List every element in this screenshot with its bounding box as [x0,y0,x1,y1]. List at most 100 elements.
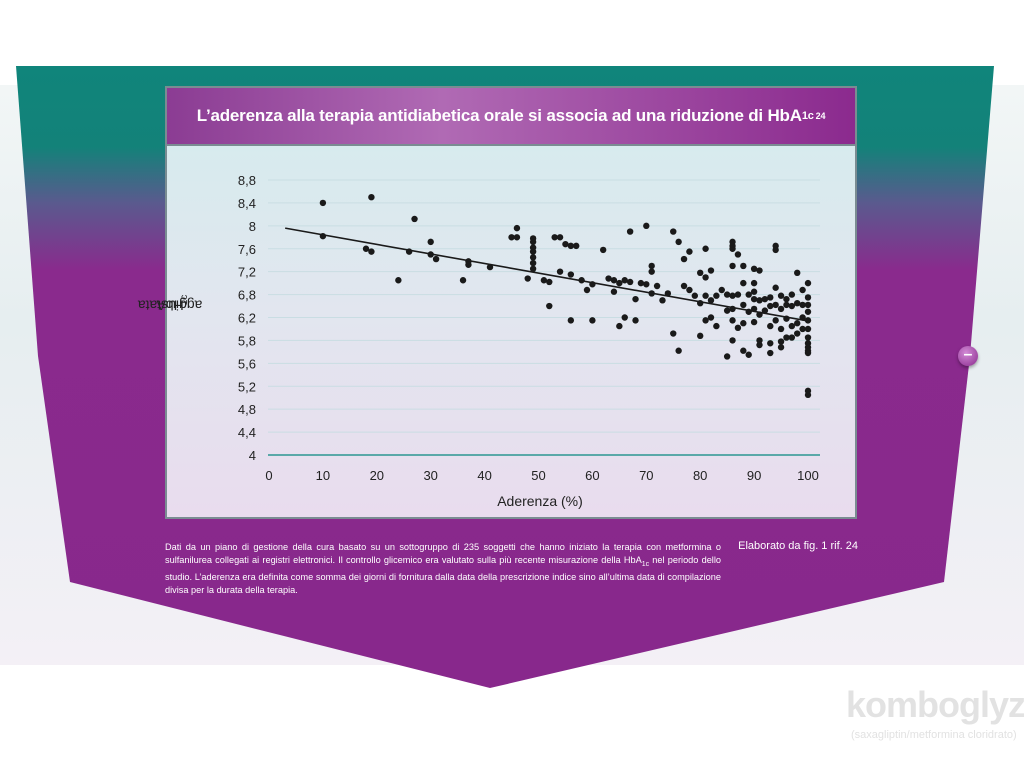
data-point [583,286,591,294]
data-point [632,295,639,303]
data-point [675,347,682,354]
data-point [772,301,779,309]
data-point [750,295,758,303]
data-point [573,242,580,250]
y-tick-label: 8,4 [238,196,256,211]
data-point [740,301,747,309]
data-point [729,292,736,299]
data-point [729,245,736,252]
data-point [465,261,472,268]
data-point [670,330,677,337]
data-point [599,246,607,254]
data-point [767,322,774,330]
data-point [648,262,655,270]
y-tick-label: 7,2 [238,265,256,280]
data-point [804,279,812,287]
data-point [632,317,639,324]
data-point [804,391,812,399]
data-point [767,294,774,301]
data-point [740,347,747,354]
caption-sub: 1c [641,560,650,568]
data-point [794,330,801,337]
data-point [610,288,618,295]
chart-title-ref: 24 [815,111,826,121]
data-point [777,305,785,313]
x-tick-label: 0 [265,468,272,483]
data-point [794,320,801,327]
y-tick-label: 6,2 [238,311,256,326]
data-point [427,238,434,246]
x-tick-label: 70 [639,468,653,483]
y-tick-labels: 4 4,4 4,8 5,2 5,6 5,8 6,2 6,8 7,2 7,6 8 8,4 8,8 [238,173,256,463]
trend-line [285,227,809,322]
data-point [546,278,553,286]
data-point [723,291,731,298]
data-point [783,295,790,303]
data-point [567,317,575,324]
y-tick-label: 4,8 [238,402,256,417]
source-note: Elaborato da fig. 1 rif. 24 [738,540,858,552]
trend-line-group [285,227,809,322]
data-point [556,268,564,275]
data-point [740,279,747,287]
data-point [804,349,812,357]
data-point [723,353,731,360]
data-point [680,255,688,263]
data-point [788,322,796,330]
data-point [799,325,806,333]
data-point [734,251,742,258]
figure-caption: Dati da un piano di gestione della cura … [165,541,721,597]
data-point [621,314,628,321]
data-point [740,262,747,270]
data-point [772,284,779,291]
y-tick-label: 5,8 [238,333,256,348]
data-point [713,292,720,299]
data-point [740,320,747,327]
chart-title-text: L’aderenza alla terapia antidiabetica or… [196,106,802,125]
y-axis-label-rest: aggiustata [137,297,203,314]
data-point [734,324,742,332]
data-point [767,340,774,347]
x-tick-labels: 0 10 20 30 40 50 60 70 80 90 100 [265,468,818,483]
data-point [459,277,467,284]
data-point [675,238,682,246]
data-point [772,246,779,254]
data-point [395,277,402,284]
chart-title: L’aderenza alla terapia antidiabetica or… [165,86,857,146]
data-point [723,307,731,314]
data-point [756,337,763,344]
data-point [659,297,666,304]
data-point [783,334,790,341]
data-point [729,337,736,344]
data-point [804,308,812,315]
data-point [794,299,801,307]
data-point [319,199,327,207]
data-point [750,318,758,326]
y-tick-label: 8,8 [238,173,256,188]
data-point [432,255,440,263]
data-point [626,278,634,286]
data-point [616,279,623,287]
collapse-button[interactable]: – [958,346,978,366]
caption-part1: Dati da un piano di gestione della cura … [165,542,721,565]
data-point [529,238,537,246]
caption-part2: nel periodo dello studio. L’aderenza era… [165,555,721,595]
data-point [707,314,715,321]
y-tick-label: 5,6 [238,356,256,371]
data-point [788,302,796,310]
data-point [788,334,796,341]
x-tick-label: 50 [531,468,545,483]
x-tick-label: 90 [747,468,761,483]
x-tick-label: 80 [693,468,707,483]
data-point [767,349,774,357]
data-point [508,234,515,241]
data-point [540,277,548,284]
y-tick-label: 8 [249,219,256,234]
data-point [702,245,709,252]
grid-lines [268,179,820,456]
data-point [529,248,537,255]
data-point [626,228,634,235]
data-point [513,234,521,241]
data-point [761,295,769,303]
